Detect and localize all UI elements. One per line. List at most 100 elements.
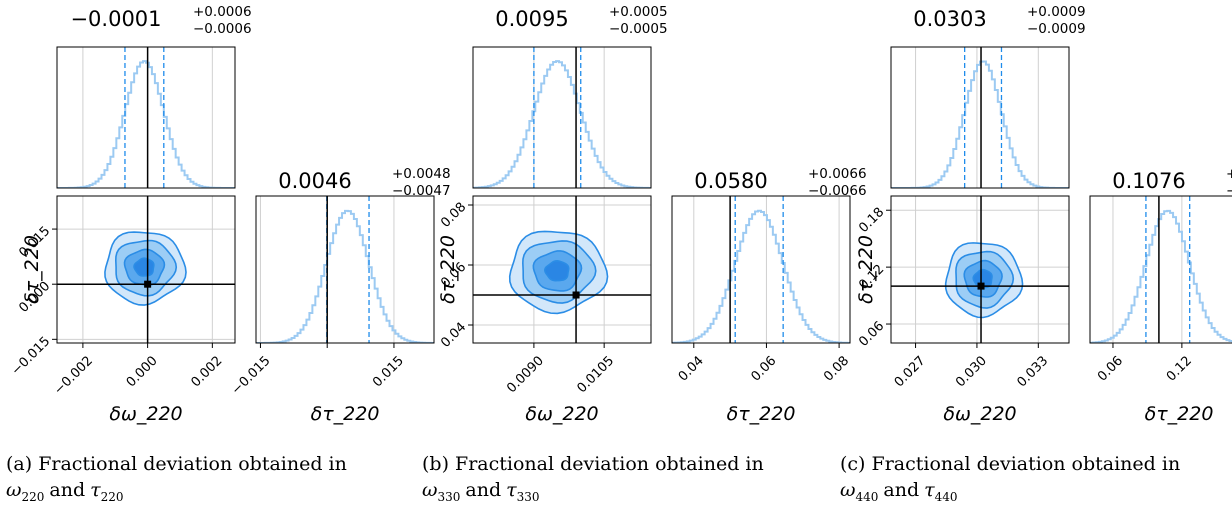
hist-tau-title-lower: −0.0189 xyxy=(1226,183,1232,199)
x-tick-label-omega: 0.033 xyxy=(1014,353,1051,390)
joint-plot-area xyxy=(57,196,235,343)
hist-omega-title: 0.0303 xyxy=(913,7,986,31)
hist-omega-histogram xyxy=(473,60,651,188)
x-axis-label-omega: δω_220 xyxy=(109,403,182,425)
caption-tau-symbol: τ xyxy=(90,479,101,501)
caption-line-1: (a) Fractional deviation obtained in xyxy=(6,453,347,475)
x-axis-label-tau: δτ_220 xyxy=(311,403,380,425)
x-tick-label-tau: 0.12 xyxy=(1164,353,1195,384)
corner-plot-a: −0.0001 +0.0006−0.0006 0.0046 +0.0048−0.004… xyxy=(6,4,451,504)
caption-connector: and xyxy=(49,479,85,501)
x-tick-label-omega: 0.030 xyxy=(953,353,990,390)
joint-frame xyxy=(890,195,1070,344)
caption-line-1: (b) Fractional deviation obtained in xyxy=(422,453,764,475)
caption-connector: and xyxy=(465,479,501,501)
hist-tau-plot-area xyxy=(672,196,850,343)
caption-line-1: (c) Fractional deviation obtained in xyxy=(840,453,1180,475)
caption-tau-subscript: 330 xyxy=(517,490,540,504)
caption-omega-symbol: ω xyxy=(6,479,22,501)
hist-tau-histogram xyxy=(672,209,850,343)
x-tick-label-tau: 0.06 xyxy=(748,353,779,384)
joint-contour-level-4 xyxy=(133,257,155,277)
x-tick-label-omega: −0.002 xyxy=(51,353,96,398)
joint-truth-marker xyxy=(977,282,985,290)
caption-omega-symbol: ω xyxy=(840,479,856,501)
y-tick-label: 0.18 xyxy=(856,205,887,236)
joint-contour-level-4 xyxy=(544,260,570,282)
hist-omega-frame xyxy=(890,46,1070,189)
hist-tau-histogram xyxy=(256,209,434,343)
x-axis-label-tau: δτ_220 xyxy=(1145,403,1214,425)
hist-tau-title-lower: −0.0047 xyxy=(392,183,451,199)
x-tick-label-tau: 0.015 xyxy=(370,353,407,390)
x-tick-label-tau: 0.06 xyxy=(1095,353,1126,384)
caption-tau-subscript: 220 xyxy=(101,490,124,504)
joint-truth-marker xyxy=(572,291,580,299)
hist-omega-title-upper: +0.0009 xyxy=(1027,4,1086,20)
joint-plot-area xyxy=(473,196,651,343)
hist-omega-histogram xyxy=(891,60,1069,188)
hist-omega-title: −0.0001 xyxy=(70,7,161,31)
caption-tau-symbol: τ xyxy=(924,479,935,501)
hist-omega-title-lower: −0.0005 xyxy=(609,21,668,37)
joint-truth-marker xyxy=(144,280,152,288)
joint-frame xyxy=(56,195,236,344)
hist-omega-plot-area xyxy=(57,47,235,188)
caption-line-2: ω440 and τ440 xyxy=(840,479,958,504)
hist-tau-title-upper: +0.0066 xyxy=(808,166,867,182)
hist-omega-frame xyxy=(472,46,652,189)
caption-omega-subscript: 330 xyxy=(438,490,461,504)
hist-omega-title: 0.0095 xyxy=(495,7,568,31)
caption-line-2: ω330 and τ330 xyxy=(422,479,540,504)
y-axis-label-tau: δτ_220 xyxy=(855,235,877,304)
hist-omega-plot-area xyxy=(473,47,651,188)
hist-omega-frame xyxy=(56,46,236,189)
y-axis-label-tau: δτ_220 xyxy=(437,235,459,304)
corner-plot-b: 0.0095 +0.0005−0.0005 0.0580 +0.0066−0.0066… xyxy=(422,4,867,504)
x-tick-label-omega: 0.000 xyxy=(124,353,161,390)
y-axis-label-tau: δτ_220 xyxy=(21,235,43,304)
x-tick-label-omega: 0.002 xyxy=(188,353,225,390)
x-tick-label-tau: 0.04 xyxy=(676,353,707,384)
caption-omega-subscript: 440 xyxy=(856,490,879,504)
hist-tau-plot-area xyxy=(1090,196,1232,343)
x-tick-label-tau: −0.015 xyxy=(229,353,274,398)
x-axis-label-omega: δω_220 xyxy=(943,403,1016,425)
x-tick-label-omega: 0.027 xyxy=(892,353,929,390)
hist-tau-title-lower: −0.0066 xyxy=(808,183,867,199)
hist-tau-frame xyxy=(255,195,435,344)
hist-omega-title-lower: −0.0009 xyxy=(1027,21,1086,37)
caption-omega-subscript: 220 xyxy=(22,490,45,504)
x-tick-label-omega: 0.0090 xyxy=(504,353,547,396)
x-tick-label-tau: 0.08 xyxy=(821,353,852,384)
hist-omega-title-upper: +0.0005 xyxy=(609,4,668,20)
hist-omega-title-lower: −0.0006 xyxy=(193,21,252,37)
hist-tau-title-upper: +0.0048 xyxy=(392,166,451,182)
hist-tau-title: 0.0580 xyxy=(694,169,767,193)
y-tick-label: −0.015 xyxy=(9,334,54,379)
y-tick-label: 0.06 xyxy=(856,319,887,350)
hist-omega-plot-area xyxy=(891,47,1069,188)
x-tick-label-omega: 0.0105 xyxy=(574,353,617,396)
y-tick-label: 0.04 xyxy=(438,320,469,351)
hist-tau-frame xyxy=(671,195,851,344)
corner-plot-c: 0.0303 +0.0009−0.0009 0.1076 +0.0192−0.0189… xyxy=(840,4,1232,504)
x-axis-label-tau: δτ_220 xyxy=(727,403,796,425)
caption-omega-symbol: ω xyxy=(422,479,438,501)
hist-tau-title: 0.1076 xyxy=(1112,169,1185,193)
hist-tau-histogram xyxy=(1090,209,1232,343)
hist-omega-histogram xyxy=(57,60,235,188)
joint-plot-area xyxy=(891,196,1069,343)
hist-tau-title: 0.0046 xyxy=(278,169,351,193)
caption-connector: and xyxy=(883,479,919,501)
y-tick-label: 0.08 xyxy=(438,200,469,231)
caption-line-2: ω220 and τ220 xyxy=(6,479,124,504)
caption-tau-symbol: τ xyxy=(506,479,517,501)
hist-tau-title-upper: +0.0192 xyxy=(1226,166,1232,182)
hist-tau-frame xyxy=(1089,195,1232,344)
caption-tau-subscript: 440 xyxy=(935,490,958,504)
joint-frame xyxy=(472,195,652,344)
hist-tau-plot-area xyxy=(256,196,434,343)
hist-omega-title-upper: +0.0006 xyxy=(193,4,252,20)
